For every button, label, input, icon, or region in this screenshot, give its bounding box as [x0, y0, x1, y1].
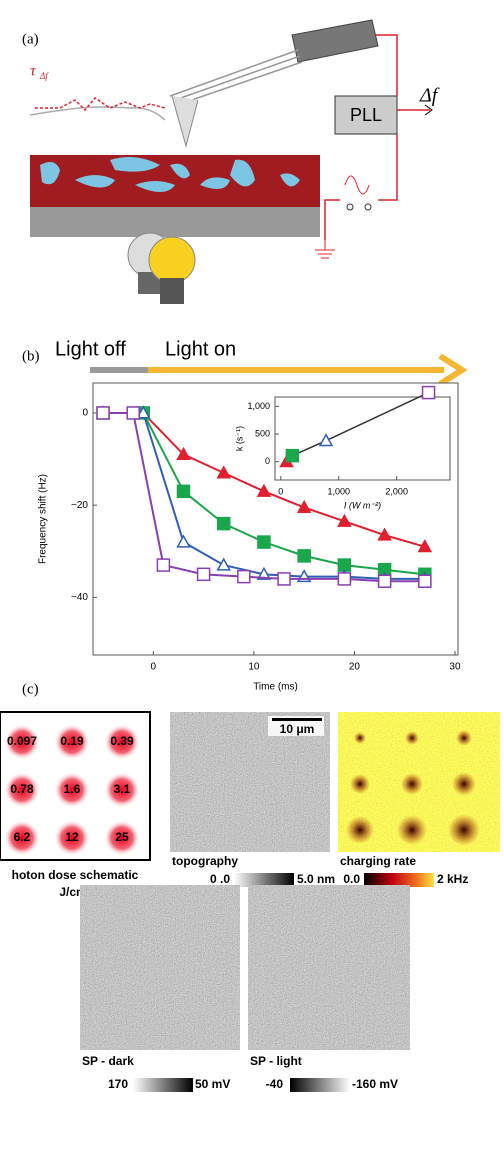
- afm-diagram: [30, 20, 432, 304]
- y-tick-label: 500: [255, 428, 270, 438]
- light-label: Light off: [55, 338, 126, 360]
- y-tick-label: 0: [82, 408, 88, 419]
- dose-value: 0.39: [110, 734, 134, 748]
- charging-spot: [354, 732, 366, 744]
- panel-label: (b): [22, 348, 40, 364]
- charging-spot: [397, 815, 427, 845]
- marker: [423, 387, 435, 399]
- colorbar: [290, 1078, 350, 1092]
- colorbar: [133, 1078, 193, 1092]
- marker: [298, 550, 310, 562]
- caption: SP - dark: [82, 1054, 134, 1068]
- cbar-label: 0 .0: [210, 872, 230, 886]
- marker: [127, 407, 139, 419]
- light-on-bar: [148, 367, 444, 373]
- delta-f-label: Δf: [419, 85, 440, 107]
- dose-value: 0.097: [7, 734, 37, 748]
- dose-value: 12: [65, 830, 79, 844]
- dose-value: 6.2: [14, 830, 31, 844]
- marker: [177, 485, 189, 497]
- cbar-label: 5.0 nm: [297, 872, 335, 886]
- tau-label: τ: [30, 63, 37, 80]
- x-tick-label: 2,000: [385, 486, 408, 496]
- sp-light-image: [248, 885, 410, 1050]
- x-tick-label: 0: [151, 662, 157, 673]
- dose-value: 25: [115, 830, 129, 844]
- marker: [157, 559, 169, 571]
- cbar-label: -160 mV: [352, 1077, 398, 1091]
- light-off-bar: [90, 367, 148, 373]
- x-tick-label: 30: [449, 662, 461, 673]
- charging-spot: [456, 730, 472, 746]
- scale-label: 10 μm: [280, 722, 315, 736]
- colorbar: [364, 873, 434, 887]
- charts: 0 10 20 30 −40 −20 0 Time (ms) Frequency shift (…: [38, 383, 461, 693]
- cbar-label: -40: [266, 1077, 284, 1091]
- caption: hoton dose schematic: [12, 868, 139, 882]
- pll-label: PLL: [350, 105, 382, 125]
- dose-value: 1.6: [64, 782, 81, 796]
- marker: [419, 575, 431, 587]
- x-tick-label: 0: [278, 486, 283, 496]
- dose-grid: 0.097 0.19 0.39 0.78 1.6 3.1 6.2 12 25: [4, 724, 140, 856]
- caption: charging rate: [340, 854, 416, 868]
- x-axis-label: Time (ms): [253, 682, 298, 693]
- panel-label: (a): [22, 31, 39, 47]
- charging-spot: [452, 772, 476, 796]
- marker: [238, 571, 250, 583]
- cbar-label: 170: [108, 1077, 128, 1091]
- marker: [338, 573, 350, 585]
- y-tick-label: −40: [71, 592, 88, 603]
- x-tick-label: 1,000: [327, 486, 350, 496]
- charging-spot: [448, 814, 480, 846]
- marker: [258, 536, 270, 548]
- x-tick-label: 10: [248, 662, 260, 673]
- cbar-label: 2 kHz: [437, 872, 468, 886]
- charging-spot: [346, 816, 374, 844]
- dose-value: 3.1: [114, 782, 131, 796]
- x-tick-label: 20: [349, 662, 361, 673]
- colorbar: [234, 873, 294, 887]
- y-tick-label: 1,000: [247, 401, 270, 411]
- dose-value: 0.19: [60, 734, 84, 748]
- caption: SP - light: [250, 1054, 302, 1068]
- light-label: Light on: [165, 338, 236, 360]
- panel-label: (c): [22, 681, 39, 697]
- marker: [278, 573, 290, 585]
- plot-frame: [275, 397, 450, 480]
- marker: [379, 575, 391, 587]
- cbar-label: 0.0: [343, 872, 360, 886]
- marker: [198, 568, 210, 580]
- x-axis-label: I (W m⁻²): [344, 500, 381, 510]
- marker: [218, 518, 230, 530]
- y-axis-label: k (s⁻¹): [234, 426, 244, 451]
- y-axis-label: Frequency shift (Hz): [38, 474, 49, 564]
- dose-value: 0.78: [10, 782, 34, 796]
- tau-sub: Δf: [39, 71, 49, 81]
- y-tick-label: 0: [265, 456, 270, 466]
- scale-bar: [272, 718, 322, 721]
- marker: [286, 450, 298, 462]
- charging-spot: [405, 731, 419, 745]
- y-tick-label: −20: [71, 500, 88, 511]
- charging-spot: [401, 773, 423, 795]
- figure: (a) τ Δf PLL Δf (b) Light off Light on 0…: [0, 0, 504, 1161]
- cbar-label: 50 mV: [195, 1077, 230, 1091]
- marker: [97, 407, 109, 419]
- caption: topography: [172, 854, 238, 868]
- sp-dark-image: [80, 885, 240, 1050]
- charging-spot: [350, 774, 370, 794]
